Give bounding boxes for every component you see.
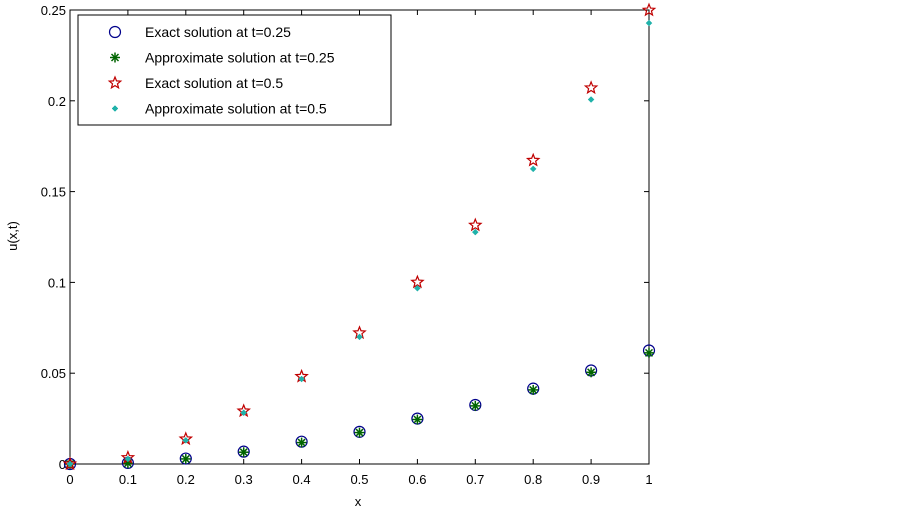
data-point <box>528 384 539 395</box>
data-point <box>124 455 132 463</box>
legend: Exact solution at t=0.25 Approximate solu… <box>77 14 392 126</box>
data-point <box>644 347 654 358</box>
legend-label: Approximate solution at t=0.5 <box>145 101 327 117</box>
data-point <box>180 453 191 464</box>
data-point <box>471 228 479 236</box>
data-point <box>583 80 599 95</box>
x-tick-label: 0.2 <box>177 472 195 487</box>
data-point <box>468 217 483 232</box>
data-point <box>182 437 190 444</box>
data-point <box>645 19 653 27</box>
y-tick-label: 0.1 <box>48 275 66 290</box>
data-point <box>410 274 425 289</box>
x-axis-ticks: 0 0.1 0.2 0.3 0.4 0.5 0.6 0.7 0.8 0.9 1 <box>66 10 653 487</box>
data-point <box>238 447 249 458</box>
x-tick-label: 0.4 <box>293 472 311 487</box>
legend-marker <box>111 105 119 112</box>
legend-marker <box>107 75 123 90</box>
data-point <box>240 409 248 417</box>
x-tick-label: 0 <box>66 472 73 487</box>
series-2 <box>65 347 654 469</box>
data-markers <box>62 2 657 471</box>
data-point <box>356 333 363 341</box>
x-tick-label: 0.1 <box>119 472 137 487</box>
y-tick-label: 0 <box>59 457 66 472</box>
y-tick-label: 0.05 <box>41 366 66 381</box>
data-point <box>66 460 74 468</box>
y-tick-label: 0.15 <box>41 185 66 200</box>
x-tick-label: 0.6 <box>408 472 426 487</box>
y-axis-ticks: 0 0.05 0.1 0.15 0.2 0.25 <box>41 3 649 472</box>
x-axis-label: x <box>355 494 362 508</box>
data-point <box>470 400 481 411</box>
y-tick-label: 0.25 <box>41 3 66 18</box>
data-point <box>529 165 537 173</box>
data-point <box>179 452 192 465</box>
x-tick-label: 0.9 <box>582 472 600 487</box>
y-axis-label: u(x,t) <box>5 221 20 251</box>
x-tick-label: 0.5 <box>350 472 368 487</box>
legend-box <box>77 14 392 126</box>
data-point <box>641 2 657 17</box>
data-point <box>296 437 307 448</box>
y-tick-label: 0.2 <box>48 94 66 109</box>
legend-label: Approximate solution at t=0.25 <box>145 50 335 66</box>
data-point <box>298 375 305 383</box>
data-point <box>586 367 597 378</box>
legend-marker <box>110 52 120 63</box>
x-tick-label: 1 <box>645 472 652 487</box>
x-tick-label: 0.7 <box>466 472 484 487</box>
data-point <box>354 427 365 438</box>
data-point <box>525 152 541 167</box>
x-tick-label: 0.3 <box>235 472 253 487</box>
data-point <box>414 284 421 292</box>
legend-marker <box>108 25 122 39</box>
legend-label: Exact solution at t=0.5 <box>145 75 283 91</box>
data-point <box>412 414 423 425</box>
x-tick-label: 0.8 <box>524 472 542 487</box>
legend-label: Exact solution at t=0.25 <box>145 24 291 40</box>
series-4 <box>66 19 653 468</box>
data-point <box>587 96 595 103</box>
